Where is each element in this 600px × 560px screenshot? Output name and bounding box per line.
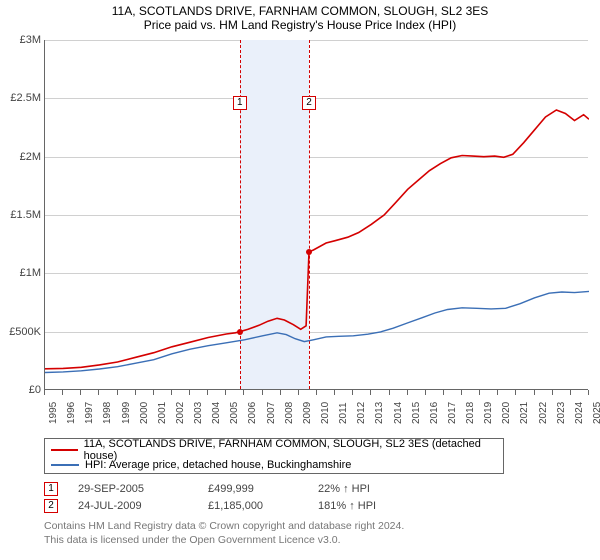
x-tick-label: 2014 [393,402,404,424]
x-tick [334,390,335,395]
y-tick-label: £2.5M [3,92,41,104]
plot-region: £0£500K£1M£1.5M£2M£2.5M£3M12 [44,40,588,390]
x-tick-label: 2024 [574,402,585,424]
x-tick-label: 1997 [84,402,95,424]
legend-swatch-hpi [51,464,79,466]
x-tick [534,390,535,395]
legend: 11A, SCOTLANDS DRIVE, FARNHAM COMMON, SL… [44,438,504,474]
x-tick [425,390,426,395]
footer: Contains HM Land Registry data © Crown c… [44,520,584,547]
x-tick-label: 2005 [229,402,240,424]
x-tick-label: 2018 [465,402,476,424]
footer-line-1: Contains HM Land Registry data © Crown c… [44,520,584,534]
x-tick-label: 2023 [556,402,567,424]
sales-row-1: 1 29-SEP-2005 £499,999 22% ↑ HPI [44,480,534,497]
x-tick-label: 1996 [66,402,77,424]
x-tick-label: 2016 [429,402,440,424]
sale-pct-2: 181% ↑ HPI [318,500,398,512]
y-tick-label: £1.5M [3,209,41,221]
x-tick-label: 2019 [483,402,494,424]
series-price_line [45,110,589,369]
y-tick-label: £1M [3,267,41,279]
x-tick-label: 2008 [284,402,295,424]
legend-swatch-price [51,449,78,451]
x-tick-label: 2003 [193,402,204,424]
x-tick-label: 2001 [157,402,168,424]
legend-label-hpi: HPI: Average price, detached house, Buck… [85,459,351,471]
sales-table: 1 29-SEP-2005 £499,999 22% ↑ HPI 2 24-JU… [44,480,534,514]
x-tick [189,390,190,395]
x-tick [135,390,136,395]
chart-container: 11A, SCOTLANDS DRIVE, FARNHAM COMMON, SL… [0,0,600,560]
sale-date-2: 24-JUL-2009 [78,500,188,512]
x-tick [117,390,118,395]
x-tick [407,390,408,395]
series-svg [45,40,589,390]
x-tick [262,390,263,395]
sale-date-1: 29-SEP-2005 [78,483,188,495]
x-tick [552,390,553,395]
x-tick [153,390,154,395]
y-tick-label: £3M [3,34,41,46]
sale-price-1: £499,999 [208,483,298,495]
sale-point-1 [237,329,243,335]
x-tick-label: 2002 [175,402,186,424]
x-tick-label: 2009 [302,402,313,424]
y-tick-label: £500K [3,326,41,338]
x-tick-label: 2010 [320,402,331,424]
x-tick-label: 1995 [48,402,59,424]
x-tick [207,390,208,395]
x-tick [44,390,45,395]
x-tick [316,390,317,395]
x-tick-label: 2012 [356,402,367,424]
x-tick-label: 2004 [211,402,222,424]
x-tick [352,390,353,395]
x-tick [171,390,172,395]
x-tick-label: 2011 [338,402,349,424]
x-tick [389,390,390,395]
y-tick-label: £2M [3,151,41,163]
x-tick [370,390,371,395]
x-tick [461,390,462,395]
x-tick-label: 2006 [247,402,258,424]
x-tick [280,390,281,395]
sale-marker-2: 2 [44,499,58,513]
x-tick-label: 2021 [519,402,530,424]
x-tick-label: 2025 [592,402,600,424]
footer-line-2: This data is licensed under the Open Gov… [44,534,584,548]
title-block: 11A, SCOTLANDS DRIVE, FARNHAM COMMON, SL… [0,0,600,32]
sale-price-2: £1,185,000 [208,500,298,512]
x-tick-label: 2000 [139,402,150,424]
chart-area: £0£500K£1M£1.5M£2M£2.5M£3M12 [44,40,588,390]
x-tick [80,390,81,395]
x-tick [479,390,480,395]
x-tick [497,390,498,395]
legend-item-price: 11A, SCOTLANDS DRIVE, FARNHAM COMMON, SL… [51,442,497,457]
chart-title: 11A, SCOTLANDS DRIVE, FARNHAM COMMON, SL… [0,4,600,18]
x-tick [225,390,226,395]
x-tick [62,390,63,395]
x-tick [570,390,571,395]
chart-subtitle: Price paid vs. HM Land Registry's House … [0,18,600,32]
x-tick-label: 2007 [266,402,277,424]
y-tick-label: £0 [3,384,41,396]
x-tick [298,390,299,395]
x-tick-label: 2013 [374,402,385,424]
x-tick-label: 1998 [102,402,113,424]
sale-pct-1: 22% ↑ HPI [318,483,398,495]
x-tick [98,390,99,395]
sale-marker-1: 1 [44,482,58,496]
x-tick-label: 2020 [501,402,512,424]
x-tick-label: 2015 [411,402,422,424]
sales-row-2: 2 24-JUL-2009 £1,185,000 181% ↑ HPI [44,497,534,514]
x-tick-label: 2022 [538,402,549,424]
x-tick-label: 2017 [447,402,458,424]
x-tick [243,390,244,395]
sale-point-2 [306,249,312,255]
x-tick-label: 1999 [121,402,132,424]
x-tick [588,390,589,395]
x-tick [515,390,516,395]
x-tick [443,390,444,395]
